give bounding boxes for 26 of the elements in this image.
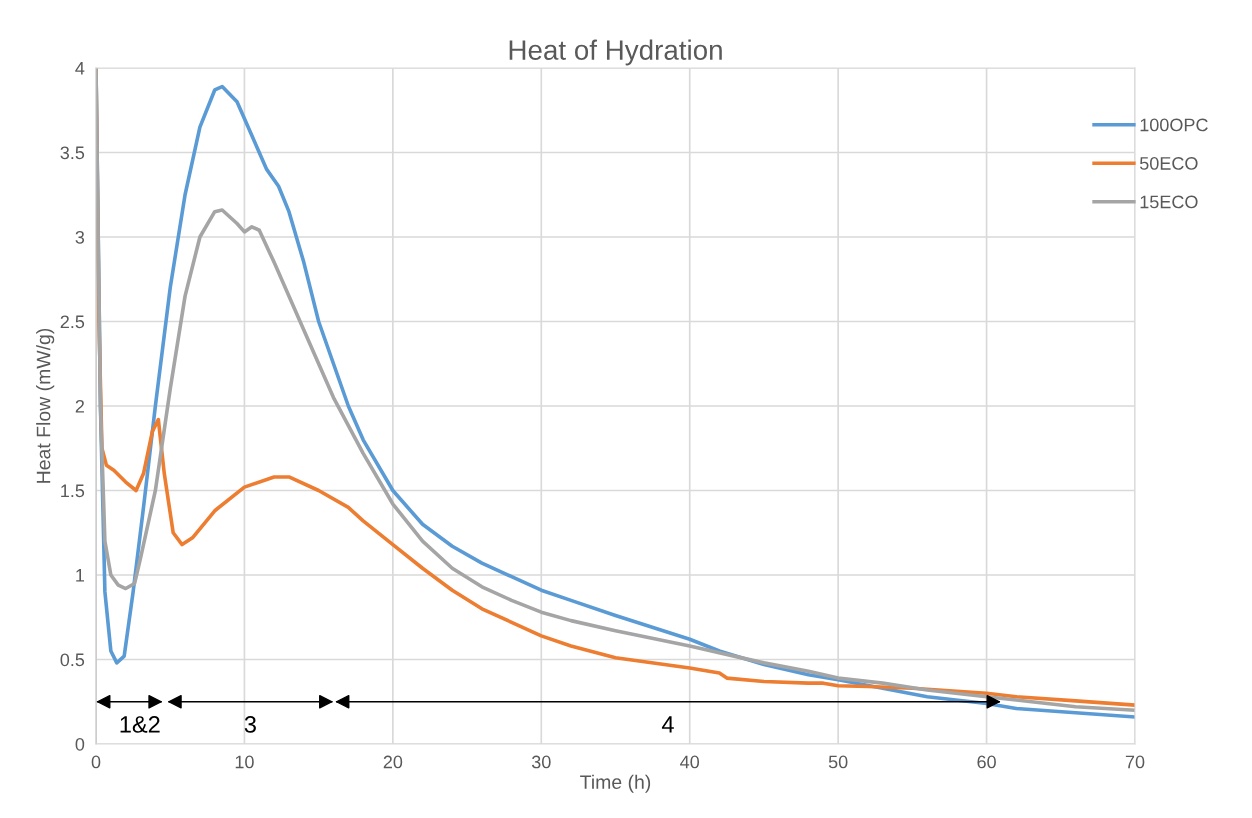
y-tick-label: 1.5 (61, 484, 85, 498)
legend-label: 50ECO (1139, 157, 1198, 170)
x-tick-label: 30 (531, 755, 551, 769)
x-tick-label: 40 (680, 755, 700, 769)
y-tick-label: 2 (75, 399, 84, 413)
x-tick-label: 60 (977, 755, 996, 769)
legend-label: 15ECO (1140, 195, 1198, 209)
annotation: 4 (661, 716, 674, 733)
annotation: 3 (244, 716, 256, 733)
x-tick-label: 70 (1125, 755, 1145, 769)
chart-title: Heat of Hydration (509, 39, 722, 66)
x-tick-label: 10 (235, 755, 254, 769)
y-tick-label: 4 (75, 62, 85, 75)
x-tick-label: 0 (91, 755, 101, 769)
x-tick-label: 50 (828, 755, 848, 769)
y-tick-label: 2.5 (60, 315, 85, 329)
y-tick-label: 0 (75, 737, 85, 751)
y-axis-title: Heat Flow (mW/g) (36, 328, 55, 483)
x-tick-label: 20 (383, 755, 403, 769)
y-tick-label: 1 (76, 569, 85, 582)
x-axis-title: Time (h) (580, 774, 651, 793)
y-tick-label: 3.5 (60, 146, 85, 160)
legend-label: 100OPC (1140, 118, 1208, 132)
annotation: 1&2 (120, 716, 160, 733)
y-tick-label: 3 (75, 230, 85, 244)
y-tick-label: 0.5 (60, 653, 85, 667)
